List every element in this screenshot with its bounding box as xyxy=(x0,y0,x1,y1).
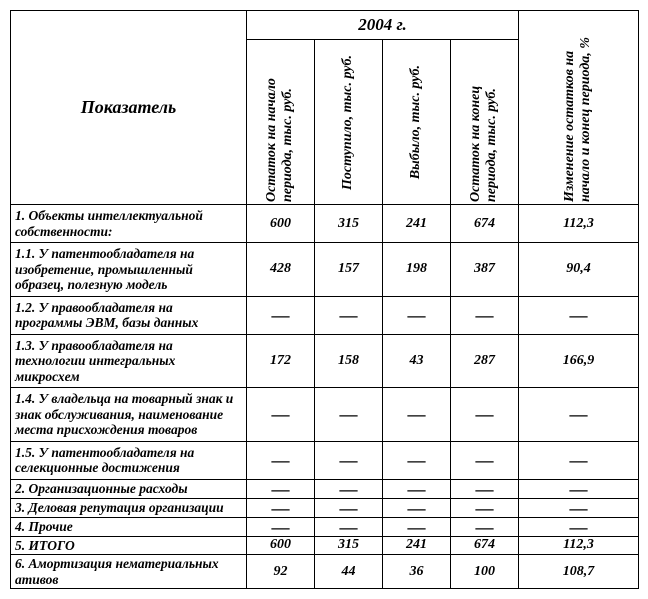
cell-value: 241 xyxy=(383,536,451,555)
cell-dash: — xyxy=(519,479,639,498)
cell-value: 100 xyxy=(451,555,519,589)
cell-dash: — xyxy=(315,498,383,517)
row-label: 3. Деловая репутация организации xyxy=(11,498,247,517)
table-row: 1.5. У патентообладателя на селекционные… xyxy=(11,441,639,479)
cell-value: 112,3 xyxy=(519,205,639,243)
cell-dash: — xyxy=(315,296,383,334)
cell-dash: — xyxy=(247,517,315,536)
table-body: 1. Объекты интеллектуальной собственност… xyxy=(11,205,639,589)
cell-dash: — xyxy=(451,296,519,334)
cell-dash: — xyxy=(383,517,451,536)
table-row: 3. Деловая репутация организации————— xyxy=(11,498,639,517)
cell-value: 198 xyxy=(383,243,451,297)
cell-dash: — xyxy=(315,441,383,479)
row-label: 6. Амортизация нематериальных ативов xyxy=(11,555,247,589)
cell-dash: — xyxy=(247,498,315,517)
header-col-1: Поступило, тыс. руб. xyxy=(315,40,383,205)
cell-value: 387 xyxy=(451,243,519,297)
intangible-assets-table: Показатель 2004 г. Изменение остатков на… xyxy=(10,10,639,589)
header-col-0: Остаток на начало периода, тыс. руб. xyxy=(247,40,315,205)
cell-dash: — xyxy=(519,498,639,517)
cell-value: 92 xyxy=(247,555,315,589)
row-label: 1.1. У патентообладателя на изобретение,… xyxy=(11,243,247,297)
table-row: 2. Организационные расходы————— xyxy=(11,479,639,498)
header-col-3: Остаток на конец периода, тыс. руб. xyxy=(451,40,519,205)
cell-value: 315 xyxy=(315,536,383,555)
header-col-2: Выбыло, тыс. руб. xyxy=(383,40,451,205)
cell-value: 600 xyxy=(247,536,315,555)
cell-dash: — xyxy=(519,441,639,479)
header-indicator: Показатель xyxy=(11,11,247,205)
row-label: 1.3. У правообладателя на технологии инт… xyxy=(11,334,247,388)
cell-value: 172 xyxy=(247,334,315,388)
row-label: 1. Объекты интеллектуальной собственност… xyxy=(11,205,247,243)
cell-value: 90,4 xyxy=(519,243,639,297)
cell-value: 44 xyxy=(315,555,383,589)
header-col-4: Изменение остатков на начало и конец пер… xyxy=(519,11,639,205)
cell-dash: — xyxy=(451,498,519,517)
header-year: 2004 г. xyxy=(247,11,519,40)
cell-dash: — xyxy=(247,441,315,479)
cell-dash: — xyxy=(383,498,451,517)
cell-dash: — xyxy=(383,479,451,498)
cell-value: 112,3 xyxy=(519,536,639,555)
cell-dash: — xyxy=(247,479,315,498)
row-label: 1.2. У правообладателя на программы ЭВМ,… xyxy=(11,296,247,334)
row-label: 5. ИТОГО xyxy=(11,536,247,555)
cell-dash: — xyxy=(519,296,639,334)
cell-value: 674 xyxy=(451,536,519,555)
cell-value: 315 xyxy=(315,205,383,243)
table-row: 1.2. У правообладателя на программы ЭВМ,… xyxy=(11,296,639,334)
cell-value: 43 xyxy=(383,334,451,388)
table-row: 5. ИТОГО600315241674112,3 xyxy=(11,536,639,555)
cell-value: 600 xyxy=(247,205,315,243)
row-label: 1.5. У патентообладателя на селекционные… xyxy=(11,441,247,479)
cell-dash: — xyxy=(451,479,519,498)
cell-value: 241 xyxy=(383,205,451,243)
table-row: 1.4. У владельца на товарный знак и знак… xyxy=(11,388,639,442)
cell-dash: — xyxy=(247,296,315,334)
cell-dash: — xyxy=(315,388,383,442)
cell-value: 157 xyxy=(315,243,383,297)
cell-value: 287 xyxy=(451,334,519,388)
cell-value: 166,9 xyxy=(519,334,639,388)
row-label: 1.4. У владельца на товарный знак и знак… xyxy=(11,388,247,442)
table-row: 6. Амортизация нематериальных ативов9244… xyxy=(11,555,639,589)
table-row: 1.1. У патентообладателя на изобретение,… xyxy=(11,243,639,297)
cell-dash: — xyxy=(451,441,519,479)
row-label: 2. Организационные расходы xyxy=(11,479,247,498)
cell-dash: — xyxy=(247,388,315,442)
cell-dash: — xyxy=(383,296,451,334)
cell-value: 674 xyxy=(451,205,519,243)
cell-value: 158 xyxy=(315,334,383,388)
cell-value: 36 xyxy=(383,555,451,589)
cell-dash: — xyxy=(519,388,639,442)
cell-dash: — xyxy=(315,517,383,536)
cell-dash: — xyxy=(315,479,383,498)
cell-dash: — xyxy=(383,441,451,479)
table-row: 4. Прочие————— xyxy=(11,517,639,536)
cell-dash: — xyxy=(451,388,519,442)
cell-value: 108,7 xyxy=(519,555,639,589)
cell-dash: — xyxy=(519,517,639,536)
table-row: 1. Объекты интеллектуальной собственност… xyxy=(11,205,639,243)
table-row: 1.3. У правообладателя на технологии инт… xyxy=(11,334,639,388)
cell-dash: — xyxy=(383,388,451,442)
cell-value: 428 xyxy=(247,243,315,297)
cell-dash: — xyxy=(451,517,519,536)
row-label: 4. Прочие xyxy=(11,517,247,536)
